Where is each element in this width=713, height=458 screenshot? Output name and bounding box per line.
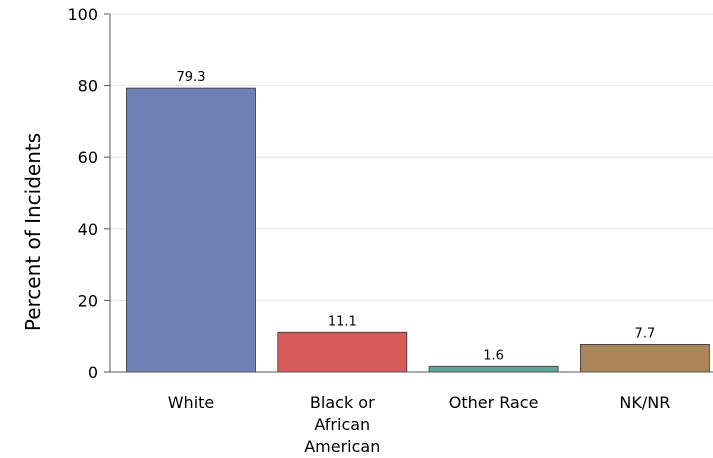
bar [580, 344, 710, 373]
labels: 0 20 40 60 80 100 79.3 White 11.1 Black or African… [67, 5, 670, 456]
y-axis-title: Percent of Incidents [21, 133, 45, 331]
bars [126, 87, 710, 373]
axes [104, 13, 713, 373]
x-tick-label: Other Race [449, 393, 539, 412]
data-label: 1.6 [483, 348, 504, 363]
x-tick-label: White [168, 393, 215, 412]
x-tick-label: American [304, 437, 380, 456]
data-label: 79.3 [177, 70, 206, 85]
bar [277, 331, 408, 373]
x-tick-label: African [314, 415, 370, 434]
bar [126, 87, 256, 373]
y-tick-label: 100 [67, 5, 98, 24]
x-tick-label: NK/NR [619, 393, 670, 412]
data-label: 11.1 [328, 314, 357, 329]
data-label: 7.7 [635, 326, 656, 341]
bar [428, 365, 559, 373]
y-tick-label: 80 [78, 77, 98, 96]
x-tick-label: Black or [310, 393, 375, 412]
y-tick-label: 40 [78, 220, 98, 239]
y-tick-label: 60 [78, 148, 98, 167]
y-tick-label: 20 [78, 291, 98, 310]
y-tick-label: 0 [88, 363, 98, 382]
